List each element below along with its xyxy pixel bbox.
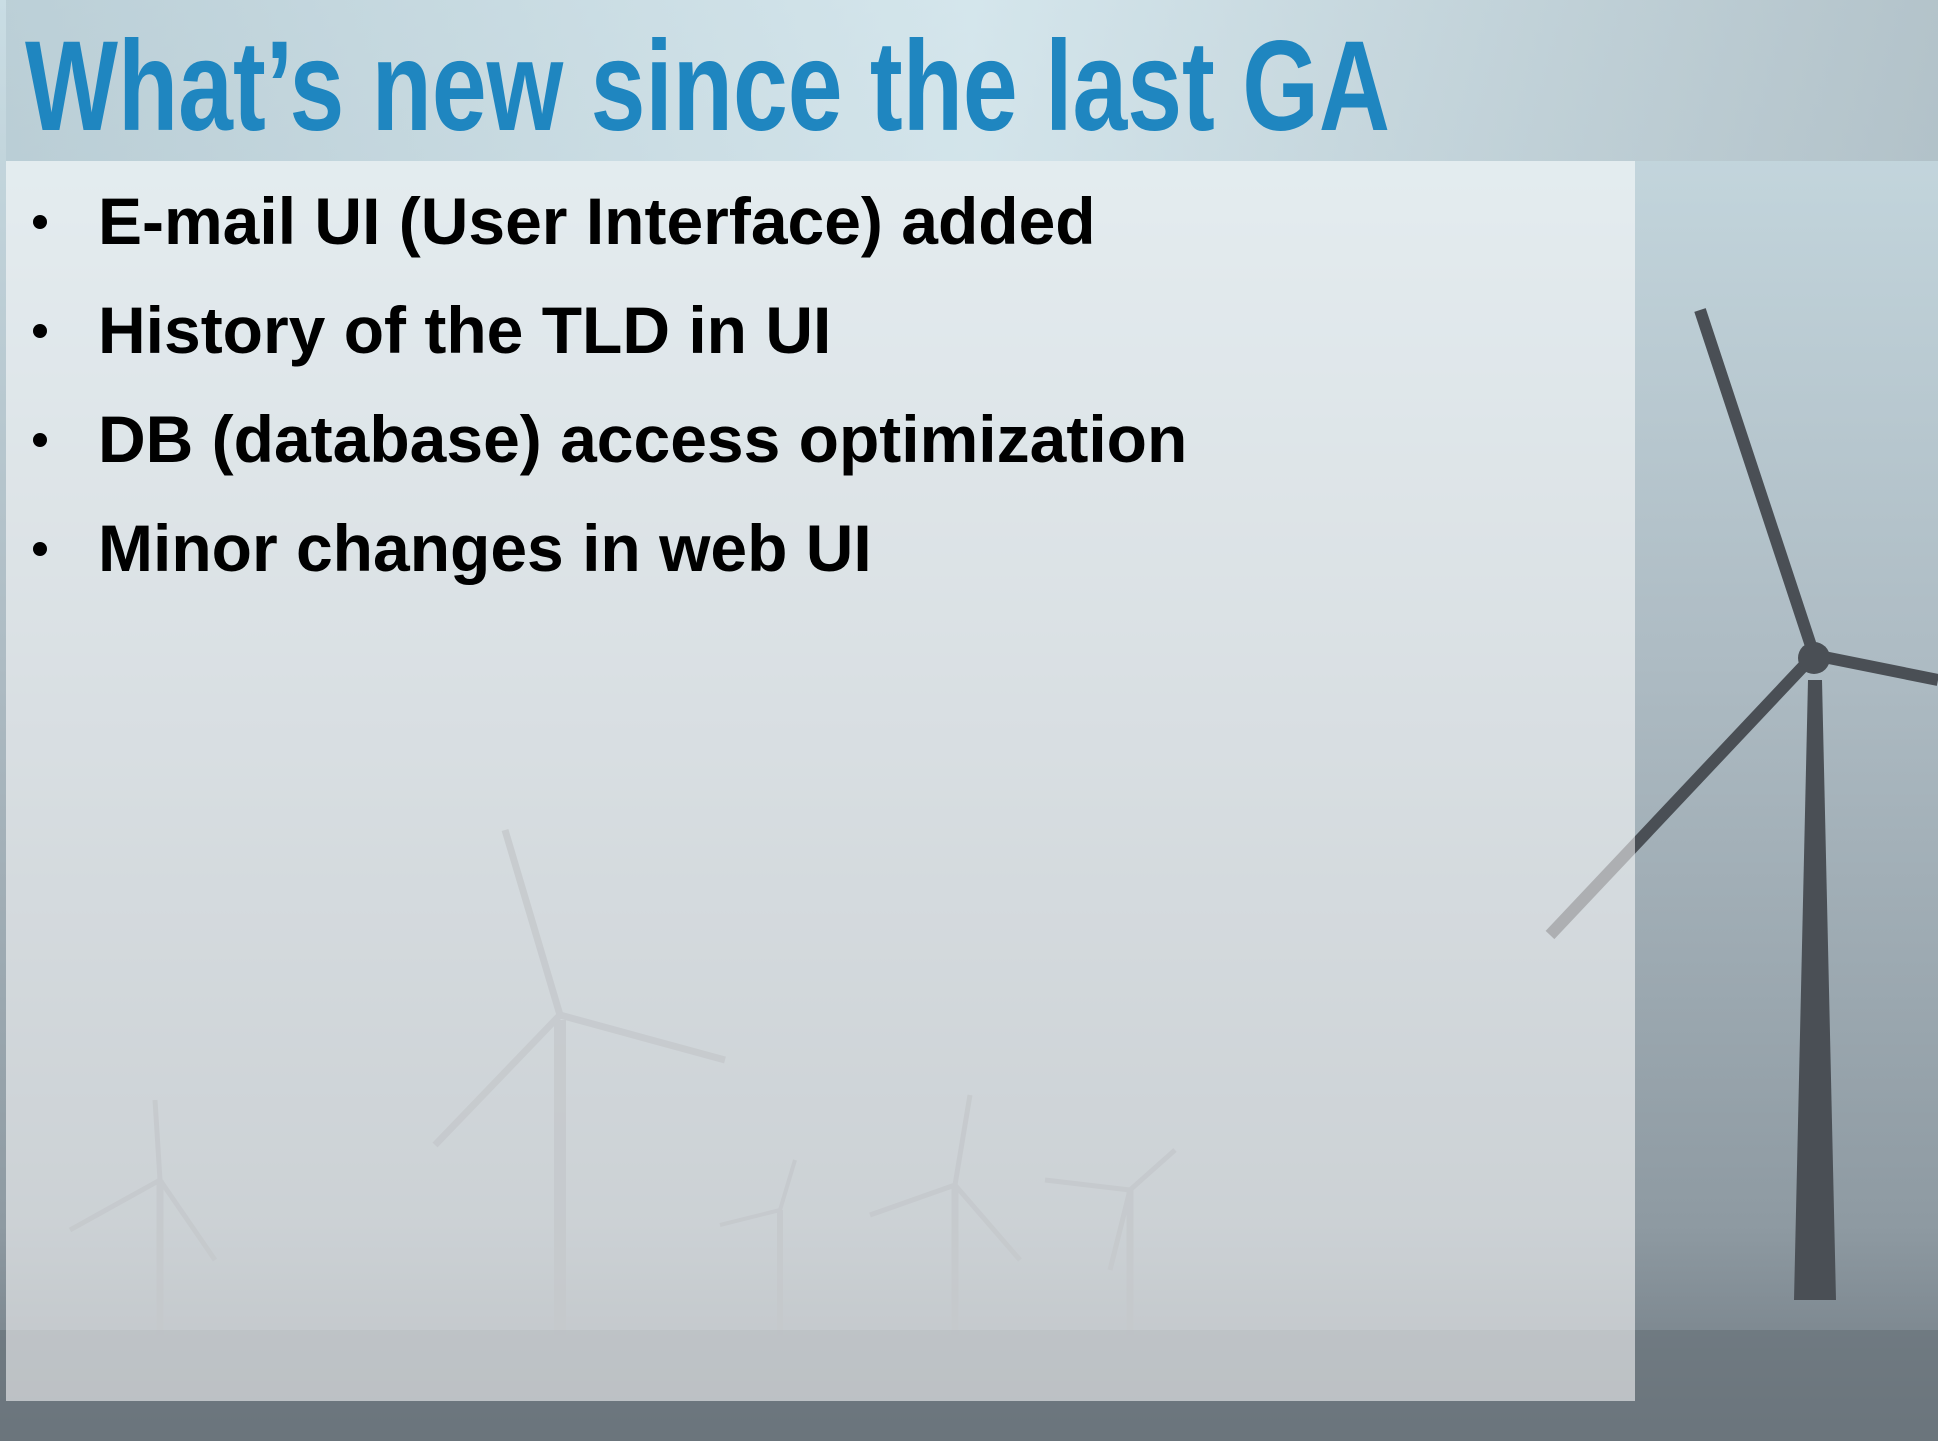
bullet-dot (33, 324, 47, 338)
bullet-text: Minor changes in web UI (98, 511, 872, 585)
bullet-text: E-mail UI (User Interface) added (98, 184, 1096, 258)
bullet-dot (33, 542, 47, 556)
slide-title: What’s new since the last GA (25, 15, 1390, 158)
bullet-text: History of the TLD in UI (98, 293, 831, 367)
bullet-text: DB (database) access optimization (98, 402, 1187, 476)
page: What’s new since the last GA E-mail UI (… (0, 0, 1938, 1441)
bullet-dot (33, 433, 47, 447)
slide: What’s new since the last GA E-mail UI (… (0, 0, 1938, 1441)
bullet-dot (33, 215, 47, 229)
